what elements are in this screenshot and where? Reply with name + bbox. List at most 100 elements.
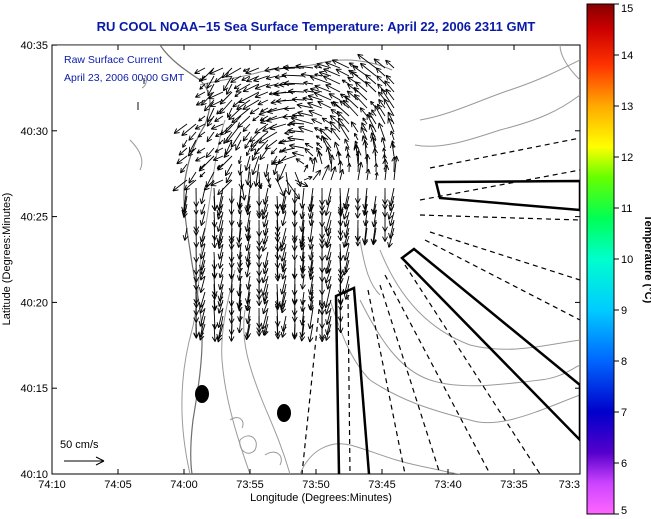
current-vector xyxy=(292,112,305,119)
current-vector xyxy=(250,131,269,148)
current-vector xyxy=(342,251,350,276)
current-vector xyxy=(262,123,278,132)
current-vector xyxy=(382,227,388,242)
current-vector xyxy=(321,135,332,157)
current-vector xyxy=(272,155,296,166)
current-vector xyxy=(350,121,359,133)
current-vector xyxy=(214,75,224,83)
current-vector xyxy=(253,139,269,155)
current-vector xyxy=(290,116,314,125)
shore-contour xyxy=(199,59,393,86)
current-vector xyxy=(281,267,287,280)
current-vector xyxy=(387,111,395,125)
plot-frame xyxy=(51,44,581,475)
current-vector xyxy=(242,83,260,93)
annotation-line-1: Raw Surface Current xyxy=(64,54,162,66)
y-axis-ticks: 40:35 40:30 40:25 40:20 40:15 40:10 xyxy=(20,40,580,481)
current-vector xyxy=(389,130,395,141)
x-tick-label: 73:40 xyxy=(434,479,462,491)
current-vector xyxy=(208,91,224,100)
y-tick-label: 40:15 xyxy=(20,383,48,395)
current-vector xyxy=(344,259,350,273)
current-vector xyxy=(206,131,215,143)
current-vector xyxy=(347,83,359,93)
current-vector xyxy=(199,187,206,205)
colorbar-tick-label: 5 xyxy=(621,505,627,517)
current-vector xyxy=(249,131,260,143)
current-vector xyxy=(199,275,206,293)
current-vector xyxy=(205,147,215,159)
current-vector xyxy=(337,227,344,241)
current-vector xyxy=(324,323,332,341)
current-vector xyxy=(264,66,278,73)
current-vector xyxy=(337,160,344,173)
current-vector xyxy=(309,299,315,311)
x-axis-label: Longitude (Degrees:Minutes) xyxy=(250,492,392,504)
current-vector xyxy=(256,291,263,306)
current-vectors xyxy=(172,53,399,343)
current-vector xyxy=(210,123,224,130)
current-vector xyxy=(353,87,368,101)
current-vector xyxy=(385,74,395,85)
current-vector xyxy=(333,141,341,157)
current-vector xyxy=(317,100,332,109)
current-vector xyxy=(291,243,298,261)
y-tick-label: 40:35 xyxy=(20,40,48,52)
current-vector xyxy=(359,62,377,77)
current-vector xyxy=(224,163,233,177)
current-vector xyxy=(254,123,269,134)
current-vector xyxy=(259,147,269,161)
current-vector xyxy=(330,127,341,141)
current-vector xyxy=(217,299,224,314)
current-vector xyxy=(342,99,359,117)
current-vector xyxy=(328,154,335,173)
current-vector xyxy=(198,155,215,172)
current-vector xyxy=(291,151,305,157)
current-vector xyxy=(249,107,260,115)
current-vector xyxy=(172,179,188,192)
current-vector xyxy=(218,139,224,145)
current-vector xyxy=(366,113,377,133)
current-vector xyxy=(217,155,233,171)
current-vector xyxy=(265,75,278,81)
current-vector xyxy=(316,150,323,165)
current-vector xyxy=(278,163,287,181)
current-vector xyxy=(228,107,242,121)
current-vector xyxy=(380,88,395,109)
current-vector xyxy=(199,235,206,248)
current-vector xyxy=(280,299,287,314)
current-vector xyxy=(376,75,386,85)
x-tick-label: 73:50 xyxy=(302,479,330,491)
current-vector xyxy=(212,155,224,161)
colorbar-tick-label: 7 xyxy=(621,407,627,419)
current-vector xyxy=(236,99,251,110)
current-vector xyxy=(323,75,341,85)
y-tick-label: 40:10 xyxy=(20,469,48,481)
current-vector xyxy=(370,132,377,149)
current-vector xyxy=(195,99,206,106)
current-vector xyxy=(219,99,233,115)
current-vector xyxy=(183,179,197,191)
current-vector xyxy=(219,91,233,105)
current-vector xyxy=(362,117,368,125)
current-vector xyxy=(203,179,215,191)
colorbar-tick-label: 10 xyxy=(621,254,633,266)
current-vector xyxy=(285,179,301,200)
current-vector xyxy=(344,138,350,149)
annotation-line-2: April 23, 2006 00:00 GMT xyxy=(64,72,185,84)
current-vector xyxy=(354,132,359,141)
current-vector xyxy=(279,138,296,145)
current-vector xyxy=(264,139,278,150)
current-vector xyxy=(244,139,251,149)
current-vector xyxy=(325,235,332,249)
current-vector xyxy=(329,115,341,125)
current-vector xyxy=(206,115,215,127)
current-vector xyxy=(307,94,323,101)
current-vector xyxy=(382,158,389,173)
current-vector xyxy=(373,58,386,69)
current-vector xyxy=(393,155,399,181)
current-vector xyxy=(231,107,251,124)
current-vector xyxy=(308,109,323,117)
current-vector xyxy=(365,168,371,181)
current-vector xyxy=(267,107,287,114)
